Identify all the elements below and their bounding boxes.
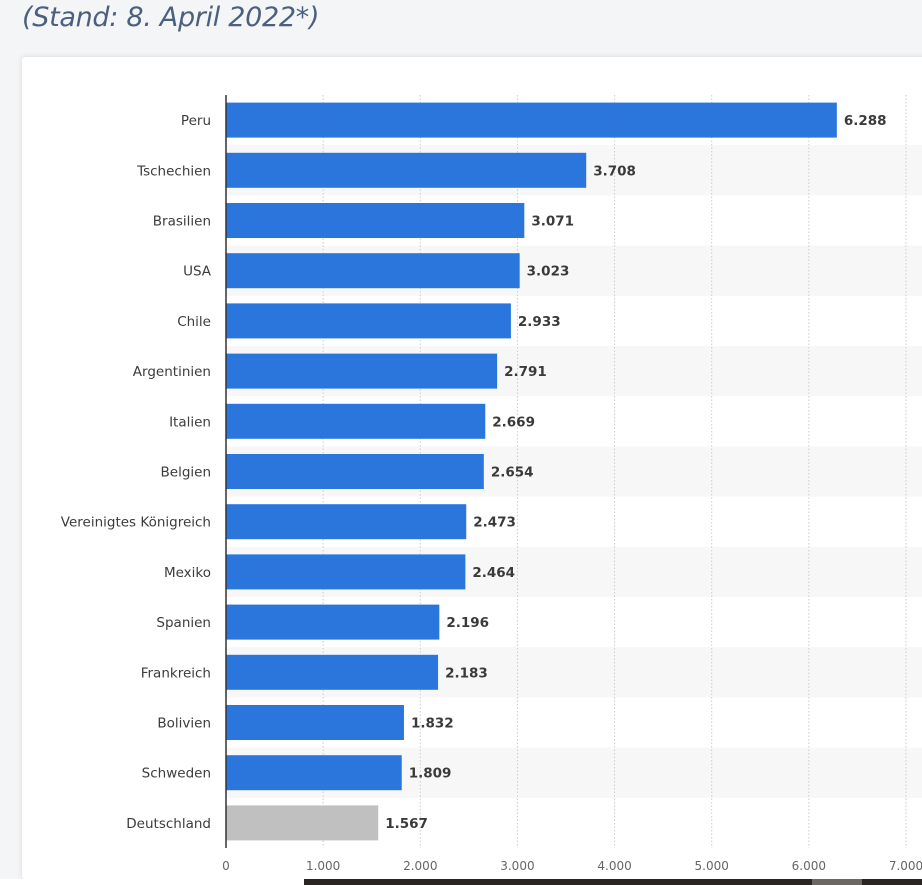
value-label: 2.473 [473,515,516,531]
bar-spanien [226,604,440,640]
value-label: 3.071 [531,214,574,230]
bar-italien [226,403,486,439]
value-label: 2.933 [518,314,561,330]
value-label: 2.791 [504,364,547,380]
x-tick-label: 5.000 [695,859,729,873]
bar-brasilien [226,203,525,238]
bar-schweden [226,755,402,791]
value-label: 3.023 [527,264,570,280]
scrollbar-thumb[interactable] [812,879,862,885]
value-label: 2.196 [446,615,489,631]
category-label: Mexiko [164,565,211,581]
category-label: Peru [181,113,211,129]
category-label: USA [183,264,212,280]
category-label: Spanien [156,615,211,631]
x-tick-label: 3.000 [500,859,534,873]
value-label: 1.567 [385,816,428,832]
bar-frankreich [226,654,439,690]
category-label: Belgien [161,465,212,481]
value-label: 6.288 [844,113,887,129]
category-label: Chile [177,314,211,330]
bar-chile [226,303,511,339]
bar-tschechien [226,152,587,188]
value-label: 2.464 [472,565,515,581]
value-label: 3.708 [593,163,636,179]
category-label: Brasilien [153,214,211,230]
category-label: Schweden [142,766,211,782]
x-tick-label: 6.000 [792,859,826,873]
bar-belgien [226,454,484,489]
value-label: 1.832 [411,716,454,732]
value-label: 1.809 [409,766,452,782]
value-label: 2.654 [491,465,534,481]
x-tick-label: 2.000 [403,859,437,873]
bar-argentinien [226,353,498,389]
bar-peru [226,102,837,138]
bar-deutschland [226,805,379,841]
x-tick-label: 1.000 [306,859,340,873]
category-label: Deutschland [126,816,211,832]
category-label: Vereinigtes Königreich [61,515,211,531]
bar-usa [226,253,520,289]
value-label: 2.183 [445,665,488,681]
category-label: Frankreich [141,665,211,681]
category-label: Argentinien [133,364,211,380]
chart-subtitle: (Stand: 8. April 2022*) [22,2,320,33]
category-label: Bolivien [157,716,211,732]
scrollbar-track[interactable] [304,879,922,885]
x-tick-label: 4.000 [597,859,631,873]
horizontal-scrollbar[interactable] [0,879,922,885]
category-label: Italien [169,414,211,430]
x-tick-label: 0 [222,859,230,873]
bar-mexiko [226,554,466,590]
value-label: 2.669 [492,414,535,430]
bar-vereinigtes-k-nigreich [226,504,467,540]
bar-bolivien [226,705,404,740]
category-label: Tschechien [136,163,211,179]
x-tick-label: 7.000 [889,859,922,873]
